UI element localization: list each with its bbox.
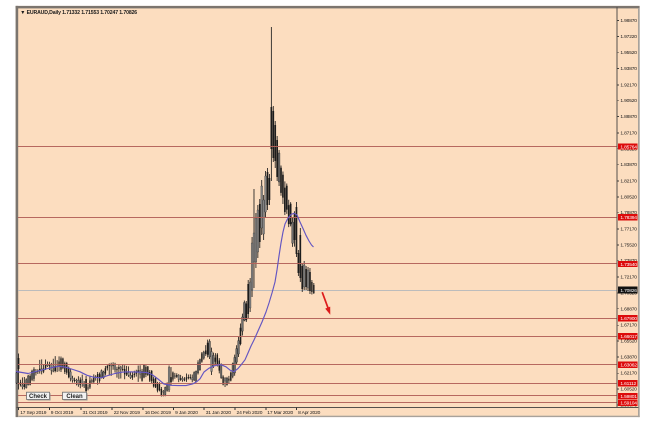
svg-text:17 Sep 2019: 17 Sep 2019 bbox=[20, 410, 47, 416]
svg-text:1.78870: 1.78870 bbox=[620, 210, 637, 216]
svg-text:1.82170: 1.82170 bbox=[620, 179, 637, 185]
svg-text:1.83870: 1.83870 bbox=[620, 162, 637, 168]
svg-text:1.85764: 1.85764 bbox=[620, 144, 637, 150]
svg-text:1.77170: 1.77170 bbox=[620, 227, 637, 233]
svg-text:1.92170: 1.92170 bbox=[620, 82, 637, 88]
svg-text:1.63062: 1.63062 bbox=[620, 362, 637, 368]
svg-text:1.95520: 1.95520 bbox=[620, 50, 637, 56]
svg-text:1.98870: 1.98870 bbox=[620, 18, 637, 24]
svg-text:1.63870: 1.63870 bbox=[620, 354, 637, 360]
svg-text:1.80520: 1.80520 bbox=[620, 194, 637, 200]
svg-text:24 Feb 2020: 24 Feb 2020 bbox=[237, 410, 263, 416]
svg-text:22 Nov 2019: 22 Nov 2019 bbox=[114, 410, 141, 416]
svg-text:▼ EURAUD,Daily 1.71332 1.7155: ▼ EURAUD,Daily 1.71332 1.71553 1.70247 1… bbox=[20, 10, 137, 16]
svg-text:1.73540: 1.73540 bbox=[620, 262, 637, 268]
svg-text:1.60520: 1.60520 bbox=[620, 387, 637, 393]
svg-text:8 Apr 2020: 8 Apr 2020 bbox=[298, 410, 321, 416]
svg-text:9 Jan 2020: 9 Jan 2020 bbox=[175, 410, 198, 416]
svg-text:1.93870: 1.93870 bbox=[620, 66, 637, 72]
svg-text:17 Mar 2020: 17 Mar 2020 bbox=[267, 410, 293, 416]
svg-text:1.78394: 1.78394 bbox=[620, 215, 637, 221]
svg-text:1.72170: 1.72170 bbox=[620, 275, 637, 281]
svg-text:1.87170: 1.87170 bbox=[620, 130, 637, 136]
svg-text:1.67170: 1.67170 bbox=[620, 323, 637, 329]
svg-text:31 Oct 2019: 31 Oct 2019 bbox=[83, 410, 108, 416]
svg-text:1.59104: 1.59104 bbox=[620, 401, 637, 407]
svg-text:Check: Check bbox=[29, 394, 48, 400]
svg-text:1.61112: 1.61112 bbox=[620, 381, 636, 387]
svg-text:31 Jan 2020: 31 Jan 2020 bbox=[206, 410, 232, 416]
svg-text:1.67900: 1.67900 bbox=[620, 316, 637, 322]
svg-text:1.75520: 1.75520 bbox=[620, 242, 637, 248]
svg-text:1.65520: 1.65520 bbox=[620, 339, 637, 345]
svg-text:1.66017: 1.66017 bbox=[620, 334, 637, 340]
svg-text:1.90520: 1.90520 bbox=[620, 98, 637, 104]
svg-text:1.97220: 1.97220 bbox=[620, 34, 637, 40]
svg-text:1.59801: 1.59801 bbox=[620, 394, 637, 400]
svg-text:1.62170: 1.62170 bbox=[620, 371, 637, 377]
svg-text:9 Oct 2019: 9 Oct 2019 bbox=[51, 410, 74, 416]
svg-text:1.68870: 1.68870 bbox=[620, 306, 637, 312]
svg-text:1.70826: 1.70826 bbox=[620, 288, 637, 294]
svg-text:Clean: Clean bbox=[66, 394, 83, 400]
svg-text:1.88870: 1.88870 bbox=[620, 114, 637, 120]
svg-text:16 Dec 2019: 16 Dec 2019 bbox=[145, 410, 172, 416]
